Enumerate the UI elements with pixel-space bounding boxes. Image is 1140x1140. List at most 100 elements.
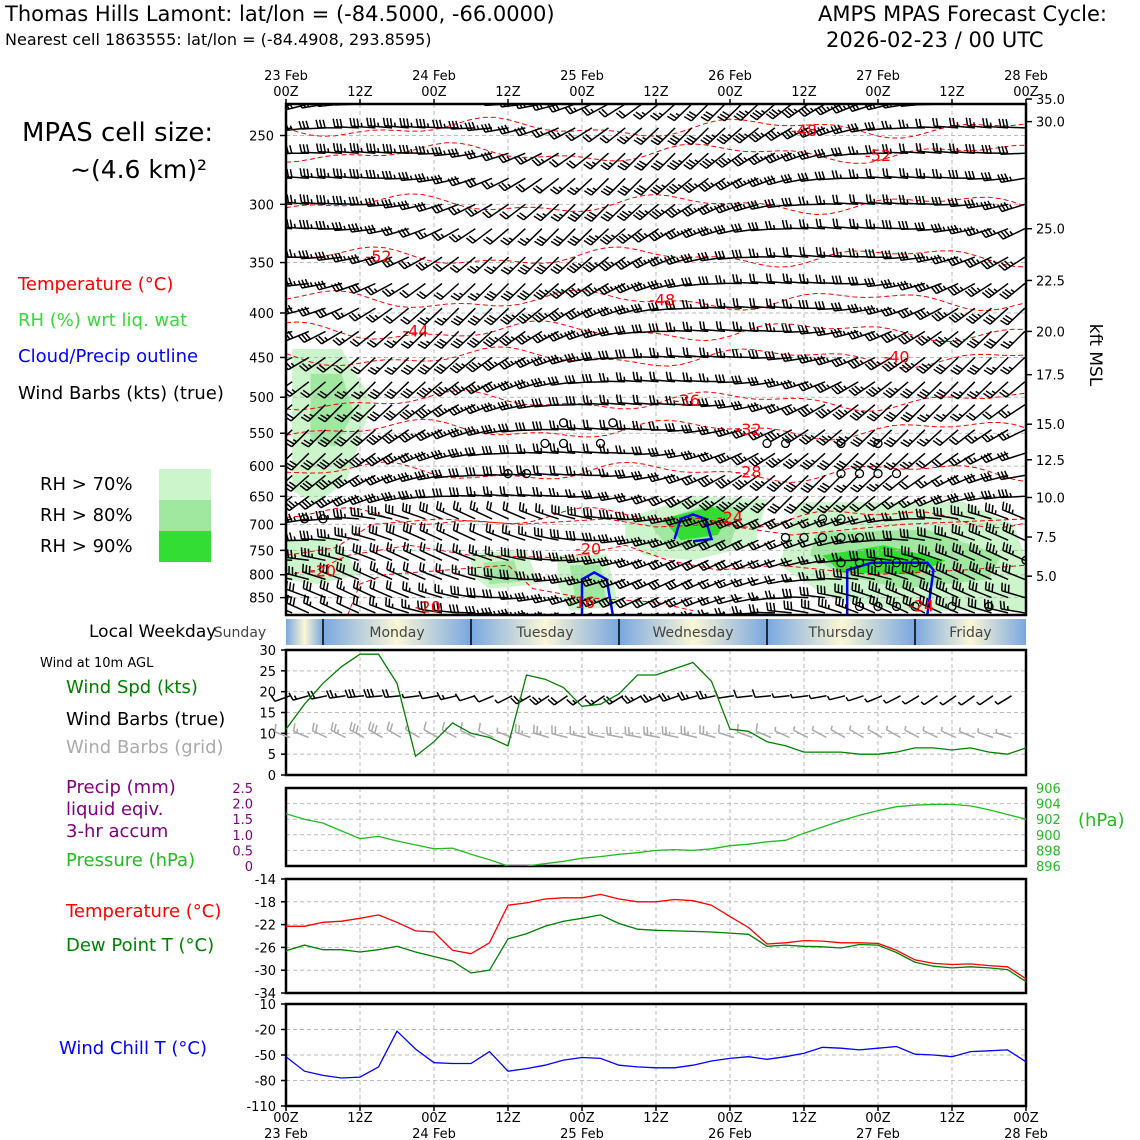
upper-wind-barb (430, 449, 459, 460)
upper-wind-barb (315, 194, 343, 206)
calm-wind-marker (854, 468, 865, 479)
upper-wind-barb (984, 581, 1009, 599)
upper-wind-barb (946, 493, 975, 504)
true-wind-barb (957, 695, 975, 706)
upper-wind-barb (798, 429, 826, 445)
upper-wind-barb (630, 578, 659, 590)
upper-wind-barb (931, 307, 959, 322)
kft-tick-label: 22.5 (1036, 274, 1065, 289)
upper-wind-barb (547, 376, 576, 386)
upper-wind-barb (385, 580, 409, 599)
upper-wind-barb (580, 307, 609, 319)
upper-wind-barb (915, 168, 942, 180)
upper-wind-barb (648, 395, 676, 406)
upper-wind-barb (915, 142, 942, 154)
upper-wind-barb (918, 544, 942, 562)
upper-wind-barb (448, 228, 476, 243)
pressure-tick-label: 700 (249, 518, 274, 533)
upper-wind-barb (565, 466, 592, 477)
upper-wind-barb (481, 177, 509, 190)
upper-wind-barb (368, 596, 393, 614)
upper-wind-barb (632, 104, 659, 120)
kft-tick-label: 25.0 (1036, 223, 1065, 238)
upper-wind-barb (699, 321, 726, 333)
upper-wind-barb (747, 221, 776, 232)
bottom-hour-label: 00Z (717, 1111, 743, 1126)
rh80-swatch (159, 500, 211, 531)
upper-wind-barb (397, 490, 426, 500)
rh90-swatch (159, 531, 211, 562)
upper-wind-barb (852, 595, 876, 614)
upper-wind-barb (980, 200, 1009, 211)
upper-wind-barb (965, 143, 992, 154)
upper-wind-barb (1000, 356, 1026, 375)
upper-wind-barb (432, 602, 459, 614)
upper-wind-barb (298, 250, 326, 260)
upper-wind-barb (464, 426, 493, 437)
upper-wind-barb (650, 127, 676, 146)
upper-wind-barb (797, 149, 826, 161)
upper-wind-barb (763, 175, 792, 186)
upper-wind-barb (680, 253, 709, 264)
top-hour-label: 12Z (643, 85, 669, 100)
upper-wind-barb (663, 254, 693, 266)
upper-wind-barb (599, 419, 626, 431)
true-wind-barb (695, 690, 716, 700)
upper-wind-barb (730, 559, 759, 571)
upper-wind-barb (315, 330, 343, 345)
upper-wind-barb (315, 220, 343, 230)
upper-wind-barb (314, 251, 343, 261)
upper-wind-barb (816, 584, 842, 599)
isotherm-label: -20 (575, 539, 601, 558)
true-wind-barb (566, 695, 587, 706)
upper-wind-barb (564, 104, 593, 115)
upper-wind-barb (797, 555, 826, 566)
kft-tick-label: 35.0 (1036, 93, 1065, 108)
upper-wind-barb (286, 429, 293, 437)
isotherm (286, 193, 1026, 216)
upper-wind-barb (613, 492, 642, 503)
upper-wind-barb (317, 404, 343, 423)
upper-wind-barb (749, 297, 776, 309)
upper-wind-barb (898, 119, 925, 129)
upper-wind-barb (815, 218, 842, 230)
bottom-hour-label: 00Z (1013, 1111, 1039, 1126)
upper-wind-barb (464, 381, 493, 395)
upper-wind-barb (382, 307, 410, 324)
upper-wind-barb (397, 200, 426, 211)
upper-wind-barb (632, 371, 659, 383)
upper-wind-barb (630, 558, 659, 570)
upper-wind-barb (298, 219, 326, 230)
upper-wind-barb (999, 104, 1009, 105)
true-wind-barb (639, 694, 661, 704)
upper-wind-barb (950, 356, 976, 375)
precip-tick-label: 1.5 (232, 813, 253, 828)
upper-wind-barb (332, 330, 360, 346)
pressure-tick-label: 800 (249, 569, 274, 584)
upper-wind-barb (417, 600, 443, 614)
upper-wind-barb (814, 171, 842, 181)
upper-wind-barb (830, 124, 859, 135)
upper-wind-barb (731, 452, 759, 466)
upper-wind-barb (933, 404, 959, 423)
upper-wind-barb (299, 194, 326, 206)
grid-wind-barb (423, 721, 439, 739)
upper-wind-barb (499, 569, 526, 581)
upper-wind-barb (630, 303, 659, 314)
upper-wind-barb (414, 173, 443, 183)
upper-wind-barb (731, 249, 759, 259)
upper-wind-barb (518, 525, 543, 541)
upper-wind-barb (967, 503, 992, 520)
upper-wind-barb (782, 452, 809, 470)
upper-wind-barb (715, 298, 742, 309)
upper-wind-barb (882, 168, 909, 180)
upper-wind-barb (498, 356, 526, 370)
isotherm-label: -36 (674, 391, 700, 410)
kft-tick-label: 10.0 (1036, 491, 1065, 506)
upper-wind-barb (730, 223, 759, 233)
upper-wind-barb (386, 542, 410, 561)
upper-wind-barb (817, 597, 842, 614)
upper-wind-barb (367, 381, 393, 400)
upper-wind-barb (647, 495, 676, 507)
upper-wind-barb (414, 489, 443, 499)
